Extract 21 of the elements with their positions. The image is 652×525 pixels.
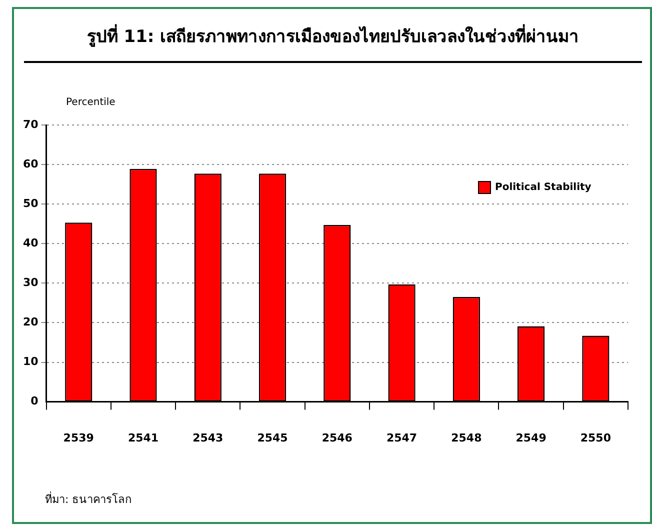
- x-tick-label: 2550: [580, 431, 612, 444]
- y-tick-label: 50: [22, 196, 39, 210]
- y-tick-label: 30: [22, 276, 39, 290]
- y-tick-label: 70: [22, 118, 39, 131]
- x-tick-label: 2546: [322, 431, 353, 444]
- y-tick-label: 0: [30, 394, 39, 408]
- text: ที่มา: ธนาคารโลก: [45, 490, 132, 508]
- x-tick-label: 2543: [192, 431, 224, 444]
- x-tick-label: 2547: [386, 431, 418, 444]
- x-tick-label: 2549: [516, 431, 546, 444]
- y-axis-title: Percentile: [66, 97, 116, 108]
- y-tick-label: 10: [22, 355, 39, 368]
- y-tick-label: 60: [22, 157, 39, 170]
- x-tick-label: 2545: [257, 431, 288, 444]
- chart-title: รูปที่ 11: เสถียรภาพทางการเมืองของไทยปรับเลวลงในช่วงที่ผ่านมา: [86, 23, 580, 49]
- y-tick-label: 40: [22, 236, 39, 250]
- legend-label: Political Stability: [495, 182, 592, 193]
- x-tick-label: 2539: [63, 431, 94, 444]
- y-tick-label: 20: [22, 316, 39, 329]
- x-tick-label: 2541: [128, 431, 159, 444]
- x-tick-label: 2548: [451, 431, 482, 444]
